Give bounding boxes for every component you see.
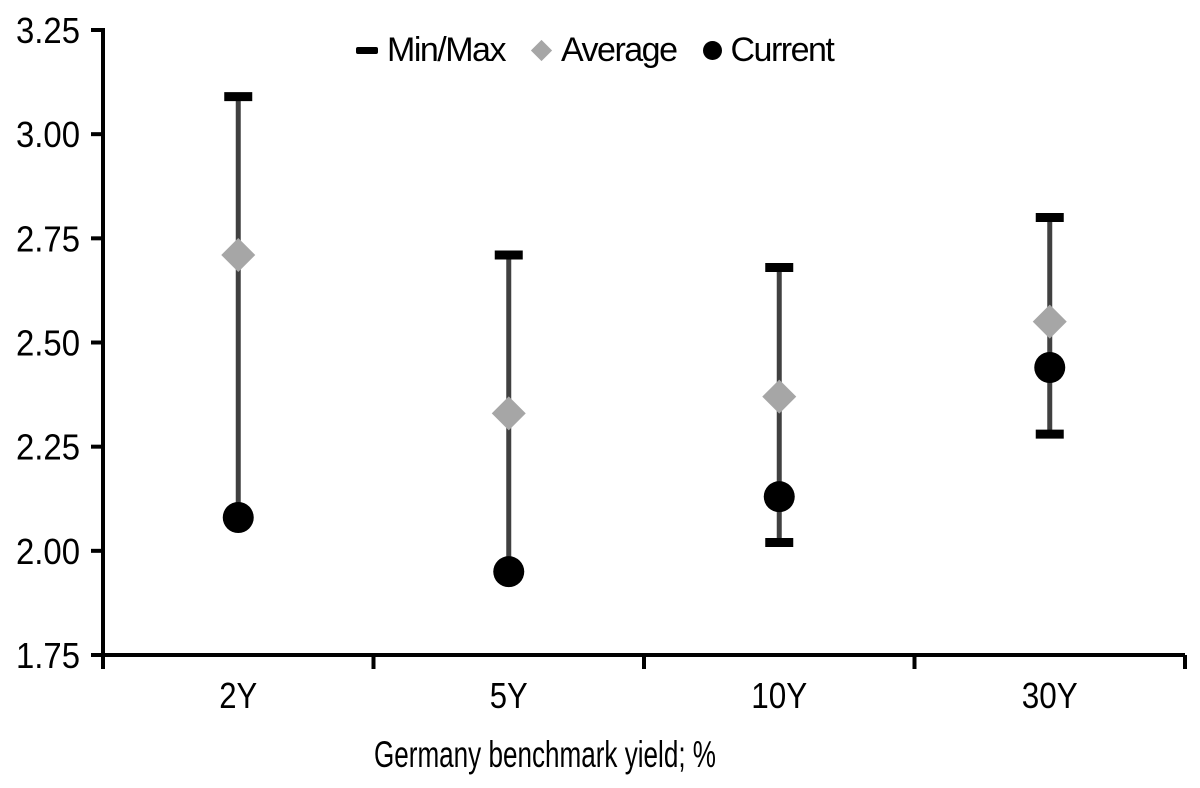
- legend-item-average: Average: [530, 30, 678, 70]
- x-axis-title: Germany benchmark yield; %: [374, 734, 716, 775]
- x-tick-label-5Y: 5Y: [490, 675, 528, 716]
- legend-label-current: Current: [730, 31, 835, 69]
- average-marker-2Y: [221, 238, 256, 272]
- average-diamond-icon: [530, 39, 553, 61]
- y-tick-label-2.25: 2.25: [16, 427, 80, 468]
- y-tick-label-2.50: 2.50: [16, 323, 80, 364]
- y-tick-label-3.25: 3.25: [16, 10, 80, 51]
- x-tick-label-2Y: 2Y: [219, 675, 257, 716]
- legend: Min/Max Average Current: [356, 30, 835, 70]
- current-marker-2Y: [222, 502, 254, 533]
- current-marker-5Y: [493, 556, 525, 588]
- current-circle-icon: [702, 40, 722, 60]
- y-tick-label-2.00: 2.00: [16, 531, 80, 572]
- minmax-dash-icon: [356, 46, 378, 54]
- y-tick-label-3.00: 3.00: [16, 114, 80, 155]
- legend-label-average: Average: [560, 31, 678, 69]
- x-tick-label-10Y: 10Y: [751, 675, 807, 716]
- legend-item-minmax: Min/Max: [356, 30, 506, 70]
- current-marker-10Y: [763, 481, 795, 513]
- average-marker-5Y: [491, 396, 526, 431]
- average-marker-30Y: [1032, 304, 1067, 339]
- current-marker-30Y: [1034, 352, 1066, 383]
- x-tick-label-30Y: 30Y: [1022, 675, 1078, 716]
- average-marker-10Y: [762, 379, 797, 414]
- legend-item-current: Current: [702, 30, 835, 70]
- y-tick-label-1.75: 1.75: [16, 635, 80, 676]
- legend-label-minmax: Min/Max: [387, 31, 506, 69]
- y-tick-label-2.75: 2.75: [16, 218, 80, 259]
